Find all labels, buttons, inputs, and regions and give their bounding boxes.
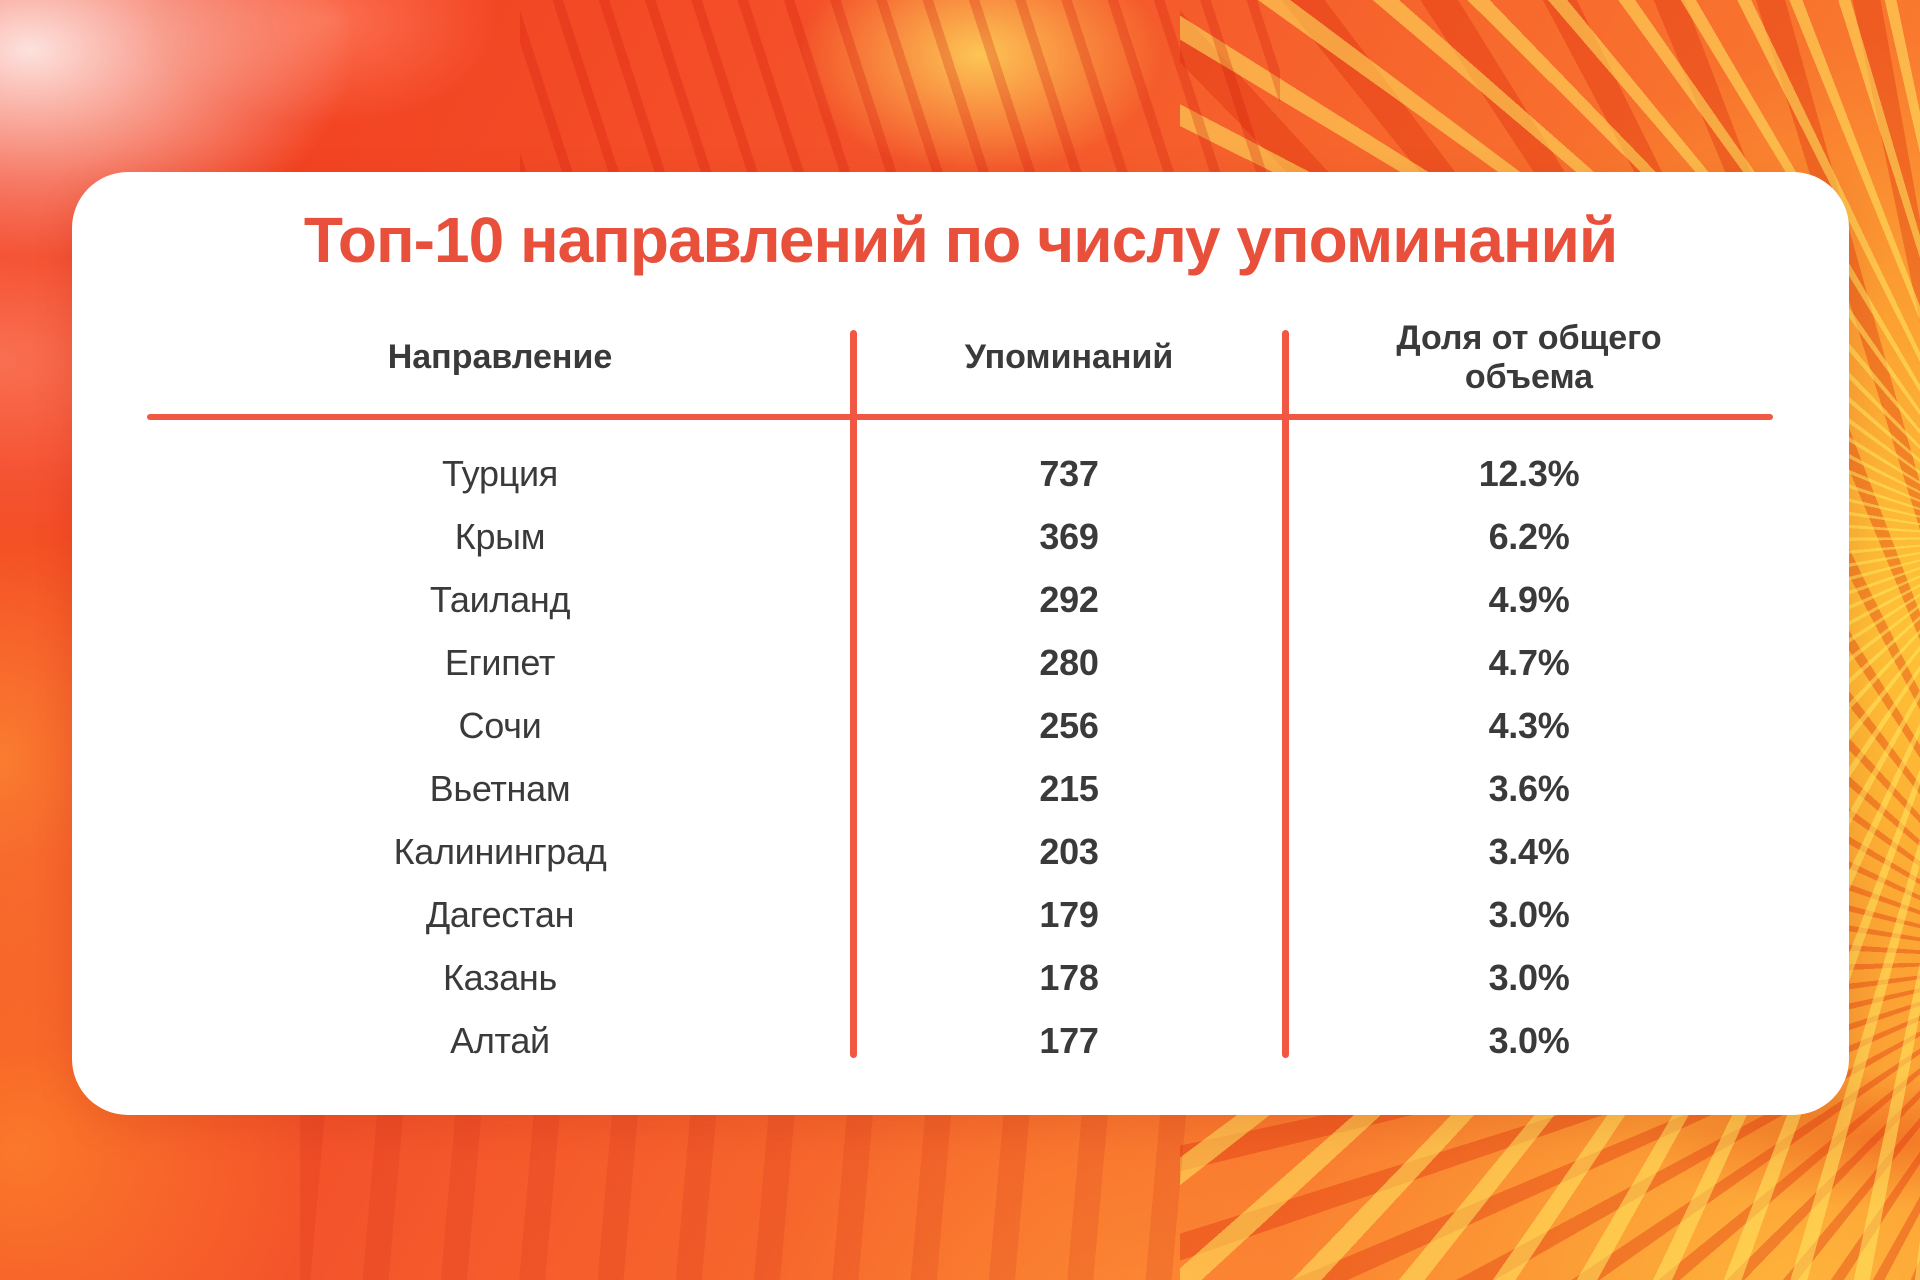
table-cell-share: 3.4% bbox=[1488, 830, 1570, 872]
table-cell-mentions: 203 bbox=[1039, 830, 1099, 872]
table-cell-destination: Казань bbox=[443, 956, 557, 998]
column-divider-1 bbox=[850, 330, 857, 1058]
table-cell-share: 6.2% bbox=[1488, 515, 1570, 557]
table-cell-destination: Вьетнам bbox=[429, 767, 571, 809]
table-cell-destination: Алтай bbox=[450, 1019, 550, 1061]
table-cell-destination: Сочи bbox=[458, 704, 542, 746]
palm-fronds-top bbox=[520, 0, 1280, 185]
table-cell-share: 3.6% bbox=[1488, 767, 1570, 809]
table-cell-destination: Крым bbox=[454, 515, 546, 557]
table-cell-mentions: 369 bbox=[1039, 515, 1099, 557]
column-header-destination: Направление bbox=[387, 338, 613, 377]
table-cell-destination: Египет bbox=[444, 641, 556, 683]
table-cell-mentions: 179 bbox=[1039, 893, 1099, 935]
table-cell-share: 3.0% bbox=[1488, 1019, 1570, 1061]
table-cell-destination: Турция bbox=[441, 452, 558, 494]
table-cell-mentions: 292 bbox=[1039, 578, 1099, 620]
header-divider-line bbox=[147, 414, 1773, 420]
page-title: Топ-10 направлений по числу упоминаний bbox=[303, 204, 1618, 276]
table-cell-destination: Таиланд bbox=[429, 578, 571, 620]
table-cell-mentions: 178 bbox=[1039, 956, 1099, 998]
table-cell-share: 3.0% bbox=[1488, 956, 1570, 998]
table-cell-mentions: 280 bbox=[1039, 641, 1099, 683]
table-cell-destination: Калининград bbox=[393, 830, 607, 872]
table-cell-share: 12.3% bbox=[1478, 452, 1580, 494]
table-cell-destination: Дагестан bbox=[425, 893, 575, 935]
table-cell-share: 3.0% bbox=[1488, 893, 1570, 935]
column-divider-2 bbox=[1282, 330, 1289, 1058]
table-cell-mentions: 737 bbox=[1039, 452, 1099, 494]
palm-shadow-streaks bbox=[300, 1100, 1200, 1280]
infographic-card: Топ-10 направлений по числу упоминаний Н… bbox=[72, 172, 1849, 1115]
column-header-mentions: Упоминаний bbox=[964, 338, 1174, 377]
table-cell-mentions: 177 bbox=[1039, 1019, 1099, 1061]
table-cell-share: 4.9% bbox=[1488, 578, 1570, 620]
column-header-share: Доля от общего объема bbox=[1396, 318, 1662, 396]
table-cell-mentions: 256 bbox=[1039, 704, 1099, 746]
destinations-table: Направление Упоминаний Доля от общего об… bbox=[147, 302, 1773, 1072]
table-cell-mentions: 215 bbox=[1039, 767, 1099, 809]
rows-spacer bbox=[147, 420, 1773, 442]
table-cell-share: 4.3% bbox=[1488, 704, 1570, 746]
table-cell-share: 4.7% bbox=[1488, 641, 1570, 683]
